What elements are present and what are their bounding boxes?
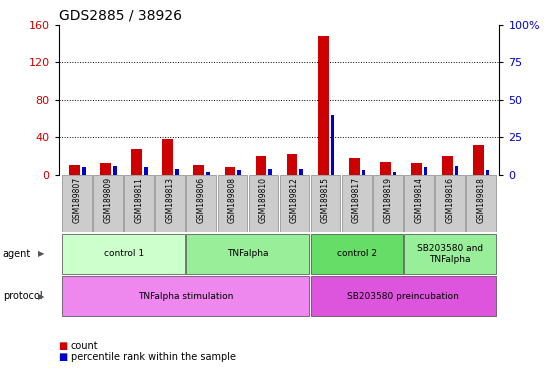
- Bar: [442, 156, 453, 175]
- Bar: [237, 170, 241, 175]
- Bar: [82, 167, 86, 175]
- Text: GSM189816: GSM189816: [445, 177, 454, 223]
- Text: GSM189811: GSM189811: [135, 177, 144, 223]
- Bar: [113, 166, 117, 175]
- Bar: [224, 167, 235, 175]
- Bar: [311, 234, 402, 274]
- Bar: [349, 158, 359, 175]
- Text: GSM189813: GSM189813: [166, 177, 175, 223]
- Bar: [93, 175, 123, 232]
- Bar: [206, 172, 210, 175]
- Bar: [131, 149, 142, 175]
- Text: percentile rank within the sample: percentile rank within the sample: [71, 352, 236, 362]
- Text: ▶: ▶: [38, 291, 45, 301]
- Bar: [256, 156, 266, 175]
- Text: SB203580 preincubation: SB203580 preincubation: [347, 291, 459, 301]
- Text: control 1: control 1: [104, 249, 144, 258]
- Text: GSM189810: GSM189810: [259, 177, 268, 223]
- Bar: [380, 162, 391, 175]
- Bar: [100, 162, 111, 175]
- Bar: [156, 175, 185, 232]
- Bar: [145, 167, 148, 175]
- Text: TNFalpha stimulation: TNFalpha stimulation: [138, 291, 234, 301]
- Text: GSM189808: GSM189808: [228, 177, 237, 223]
- Text: GSM189814: GSM189814: [414, 177, 423, 223]
- Bar: [62, 234, 185, 274]
- Text: GSM189817: GSM189817: [352, 177, 361, 223]
- Text: ■: ■: [59, 341, 68, 351]
- Bar: [466, 175, 496, 232]
- Bar: [175, 169, 179, 175]
- Bar: [268, 169, 272, 175]
- Bar: [186, 175, 217, 232]
- Bar: [373, 175, 402, 232]
- Bar: [341, 175, 372, 232]
- Text: GSM189809: GSM189809: [104, 177, 113, 223]
- Text: GSM189815: GSM189815: [321, 177, 330, 223]
- Text: protocol: protocol: [3, 291, 42, 301]
- Bar: [194, 166, 204, 175]
- Bar: [162, 139, 174, 175]
- Text: count: count: [71, 341, 99, 351]
- Text: GDS2885 / 38926: GDS2885 / 38926: [59, 8, 181, 22]
- Bar: [318, 36, 329, 175]
- Bar: [362, 170, 365, 175]
- Bar: [473, 145, 484, 175]
- Bar: [186, 234, 310, 274]
- Bar: [435, 175, 465, 232]
- Text: agent: agent: [3, 249, 31, 259]
- Bar: [280, 175, 310, 232]
- Text: control 2: control 2: [336, 249, 377, 258]
- Bar: [300, 169, 303, 175]
- Text: GSM189807: GSM189807: [73, 177, 81, 223]
- Text: ■: ■: [59, 352, 68, 362]
- Bar: [411, 164, 422, 175]
- Bar: [124, 175, 154, 232]
- Bar: [424, 167, 427, 175]
- Bar: [393, 172, 396, 175]
- Text: ▶: ▶: [38, 249, 45, 258]
- Text: SB203580 and
TNFalpha: SB203580 and TNFalpha: [417, 244, 483, 264]
- Bar: [404, 234, 496, 274]
- Text: GSM189818: GSM189818: [477, 177, 485, 223]
- Bar: [311, 175, 340, 232]
- Bar: [69, 166, 80, 175]
- Bar: [248, 175, 278, 232]
- Bar: [62, 276, 310, 316]
- Text: GSM189812: GSM189812: [290, 177, 299, 223]
- Bar: [486, 170, 489, 175]
- Bar: [404, 175, 434, 232]
- Bar: [311, 276, 496, 316]
- Text: GSM189819: GSM189819: [383, 177, 392, 223]
- Text: GSM189806: GSM189806: [197, 177, 206, 223]
- Bar: [330, 115, 334, 175]
- Bar: [287, 154, 297, 175]
- Bar: [455, 166, 459, 175]
- Bar: [62, 175, 92, 232]
- Bar: [218, 175, 247, 232]
- Text: TNFalpha: TNFalpha: [227, 249, 269, 258]
